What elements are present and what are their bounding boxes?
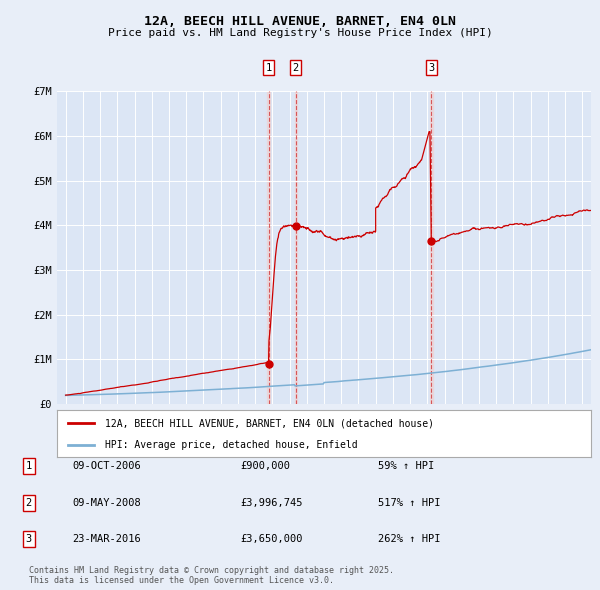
Bar: [430, 91, 433, 404]
Text: 23-MAR-2016: 23-MAR-2016: [72, 535, 141, 544]
Text: 09-MAY-2008: 09-MAY-2008: [72, 498, 141, 507]
Text: 3: 3: [428, 63, 434, 73]
Text: Price paid vs. HM Land Registry's House Price Index (HPI): Price paid vs. HM Land Registry's House …: [107, 28, 493, 38]
Text: 12A, BEECH HILL AVENUE, BARNET, EN4 0LN: 12A, BEECH HILL AVENUE, BARNET, EN4 0LN: [144, 15, 456, 28]
Text: 3: 3: [26, 535, 32, 544]
Text: 2: 2: [293, 63, 299, 73]
Text: 59% ↑ HPI: 59% ↑ HPI: [378, 461, 434, 471]
Text: 12A, BEECH HILL AVENUE, BARNET, EN4 0LN (detached house): 12A, BEECH HILL AVENUE, BARNET, EN4 0LN …: [105, 418, 434, 428]
Text: 262% ↑ HPI: 262% ↑ HPI: [378, 535, 440, 544]
Text: £3,650,000: £3,650,000: [240, 535, 302, 544]
Text: HPI: Average price, detached house, Enfield: HPI: Average price, detached house, Enfi…: [105, 441, 358, 450]
Text: 2: 2: [26, 498, 32, 507]
Text: Contains HM Land Registry data © Crown copyright and database right 2025.
This d: Contains HM Land Registry data © Crown c…: [29, 566, 394, 585]
Text: £3,996,745: £3,996,745: [240, 498, 302, 507]
Bar: [268, 91, 270, 404]
Text: £900,000: £900,000: [240, 461, 290, 471]
Text: 1: 1: [265, 63, 272, 73]
Text: 09-OCT-2006: 09-OCT-2006: [72, 461, 141, 471]
Bar: [295, 91, 297, 404]
Text: 1: 1: [26, 461, 32, 471]
Text: 517% ↑ HPI: 517% ↑ HPI: [378, 498, 440, 507]
